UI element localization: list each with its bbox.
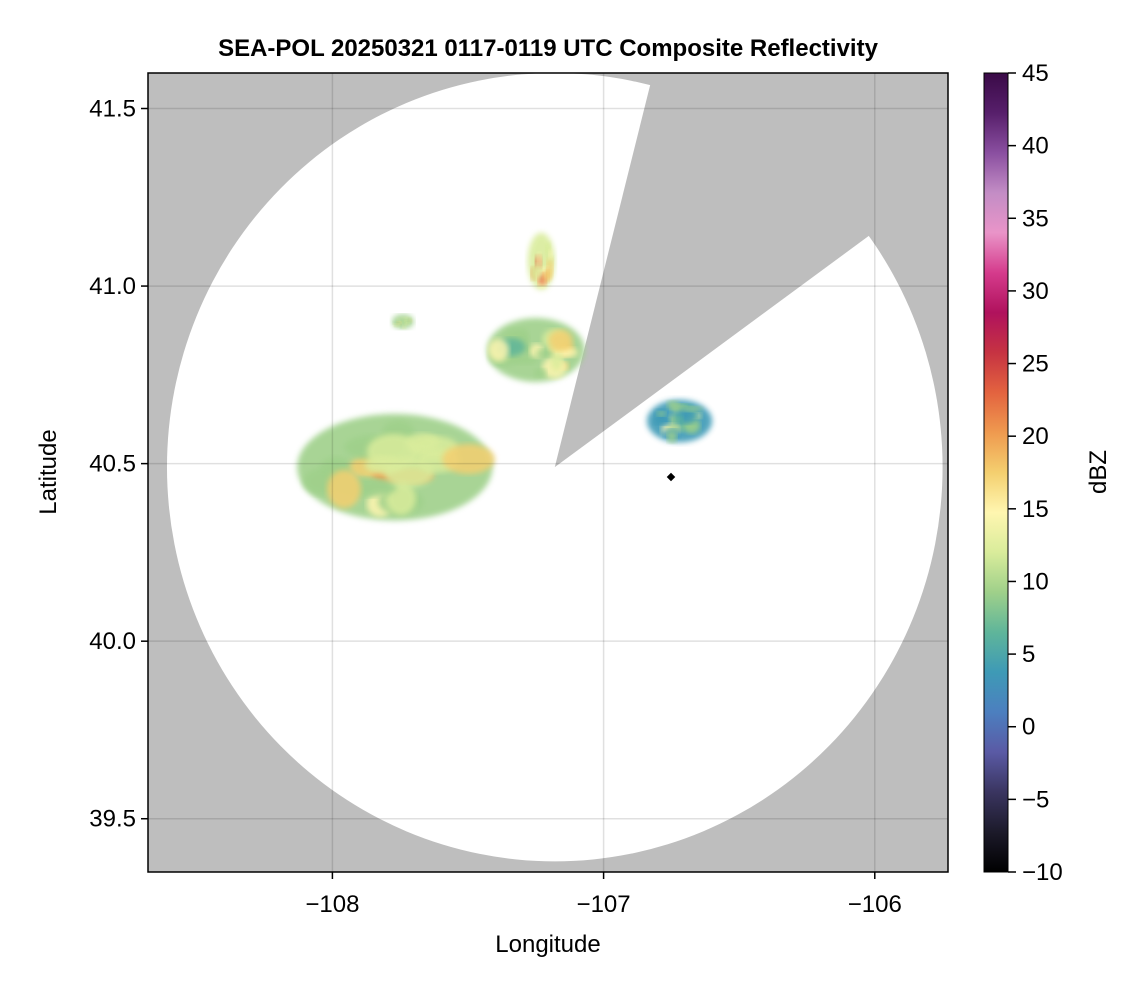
plot-area [148,73,948,872]
echo-layer [297,232,713,521]
colorbar [983,72,1009,873]
echo-northeast-cell [486,318,585,382]
y-tick-label: 40.0 [89,628,136,655]
x-tick-label: −107 [577,891,631,918]
colorbar-tick-label: 45 [1022,60,1049,87]
colorbar-ticks: −10 −5 0 5 10 15 20 25 30 35 40 45 [1008,60,1063,886]
chart-title: SEA-POL 20250321 0117-0119 UTC Composite… [218,35,879,62]
colorbar-label: dBZ [1085,450,1112,494]
colorbar-tick-label: −10 [1022,859,1063,886]
echo-eastern-cell [646,399,713,444]
x-tick-label: −108 [305,891,359,918]
x-axis-ticks: −108 −107 −106 [305,872,902,918]
y-axis-label: Latitude [35,429,62,514]
colorbar-tick-label: 15 [1022,496,1049,523]
colorbar-tick-label: 35 [1022,205,1049,232]
echo-northern-band [527,232,555,290]
grid-lines [148,73,948,872]
colorbar-tick-label: 40 [1022,133,1049,160]
beam-blockage-sector [554,73,948,468]
echo-main-cluster [297,413,495,521]
y-tick-label: 41.0 [89,273,136,300]
x-tick-label: −106 [848,891,902,918]
colorbar-tick-label: 0 [1022,714,1035,741]
x-axis-label: Longitude [495,931,600,958]
radar-site-marker [666,472,676,482]
colorbar-tick-label: 20 [1022,423,1049,450]
colorbar-tick-label: 5 [1022,641,1035,668]
y-tick-label: 40.5 [89,451,136,478]
y-tick-label: 41.5 [89,96,136,123]
colorbar-tick-label: 25 [1022,351,1049,378]
colorbar-tick-label: 30 [1022,278,1049,305]
echo-small-western-cell [392,314,414,329]
plot-frame [147,72,949,873]
y-axis-ticks: 39.5 40.0 40.5 41.0 41.5 [89,96,148,833]
colorbar-tick-label: 10 [1022,568,1049,595]
y-tick-label: 39.5 [89,806,136,833]
colorbar-tick-label: −5 [1022,786,1049,813]
